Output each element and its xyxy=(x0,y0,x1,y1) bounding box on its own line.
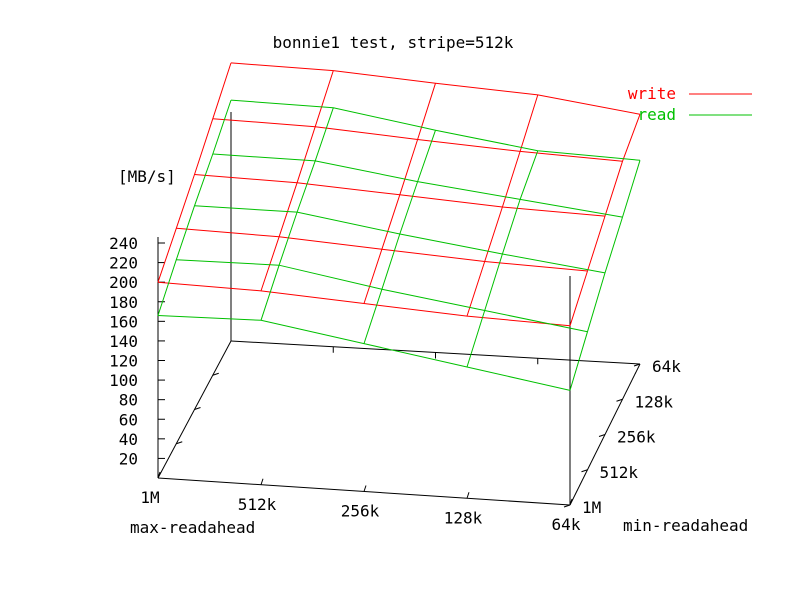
y-tick-label-3: 128k xyxy=(635,392,674,411)
x-tick-label-4: 64k xyxy=(552,515,581,534)
z-axis-label: [MB/s] xyxy=(118,167,176,186)
surface-read-yline-2 xyxy=(363,130,436,344)
y-tick-2 xyxy=(598,434,606,437)
z-tick-label-9: 200 xyxy=(109,273,138,292)
surface-write-yline-1 xyxy=(260,70,334,292)
x-tick-label-0: 1M xyxy=(140,488,159,507)
surface-read-xline-1 xyxy=(176,259,588,333)
x-tick-label-2: 256k xyxy=(341,502,380,521)
y-tick-1 xyxy=(581,469,588,473)
z-tick-label-1: 40 xyxy=(119,430,138,449)
z-tick-label-11: 240 xyxy=(109,234,138,253)
surface-read-xline-0 xyxy=(157,315,571,391)
x-tick-label-1: 512k xyxy=(238,495,277,514)
surfaces xyxy=(157,62,641,391)
z-tick-label-2: 60 xyxy=(119,410,138,429)
z-tick-label-3: 80 xyxy=(119,391,138,410)
x-tick-3 xyxy=(466,492,470,499)
surface-read-yline-0 xyxy=(157,99,232,316)
y-tick-label-4: 64k xyxy=(652,357,681,376)
surface-write xyxy=(157,62,641,327)
surface-write-yline-0 xyxy=(157,62,232,283)
z-tick-label-6: 140 xyxy=(109,332,138,351)
surface-write-yline-3 xyxy=(466,94,539,317)
legend-label-read: read xyxy=(637,105,676,124)
z-tick-label-8: 180 xyxy=(109,293,138,312)
surface-read-xline-3 xyxy=(212,153,623,218)
y-left-tick-1 xyxy=(176,441,183,445)
z-tick-label-10: 220 xyxy=(109,254,138,273)
y-tick-4 xyxy=(633,363,641,367)
y-tick-3 xyxy=(616,398,623,402)
y-tick-label-2: 256k xyxy=(617,428,656,447)
x-tick-4 xyxy=(569,498,573,506)
y-left-tick-2 xyxy=(194,407,201,410)
x-axis-label: max-readahead xyxy=(130,518,255,537)
x-tick-label-3: 128k xyxy=(444,508,483,527)
y-left-tick-3 xyxy=(212,372,219,376)
surface-read-yline-4 xyxy=(569,160,641,391)
surface-read-yline-1 xyxy=(260,107,334,321)
legend: write read xyxy=(628,84,752,124)
z-tick-label-0: 20 xyxy=(119,449,138,468)
chart-title: bonnie1 test, stripe=512k xyxy=(273,33,514,52)
surface-write-xline-4 xyxy=(230,62,641,115)
y-tick-0 xyxy=(563,504,571,508)
surface-read xyxy=(157,99,641,391)
x-tick-0 xyxy=(157,471,161,479)
z-tick-label-5: 120 xyxy=(109,352,138,371)
z-tick-label-7: 160 xyxy=(109,312,138,331)
y-axis-label: min-readahead xyxy=(623,516,748,535)
surface-read-yline-3 xyxy=(466,150,539,368)
surface-write-yline-2 xyxy=(363,83,436,304)
surface-write-yline-4 xyxy=(569,114,641,326)
surface-read-xline-2 xyxy=(194,205,606,274)
z-tick-label-4: 100 xyxy=(109,371,138,390)
y-tick-label-1: 512k xyxy=(600,463,639,482)
surface-write-xline-0 xyxy=(157,281,571,327)
y-tick-label-0: 1M xyxy=(582,498,601,517)
x-tick-2 xyxy=(363,485,367,492)
x-tick-1 xyxy=(260,478,264,485)
legend-label-write: write xyxy=(628,84,676,103)
